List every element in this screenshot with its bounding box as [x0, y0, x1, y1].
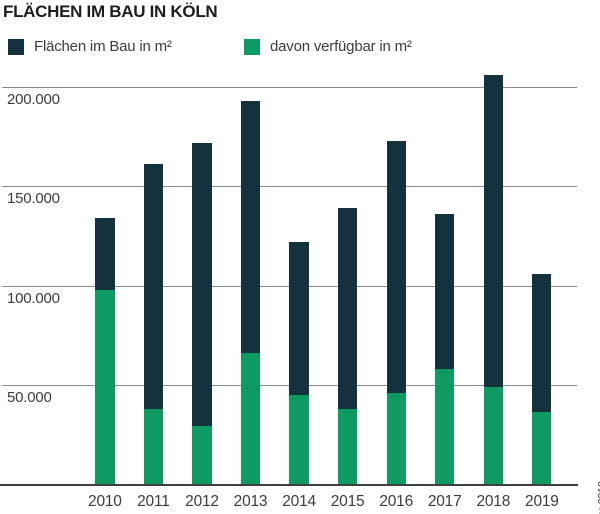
- bar-available-segment-2011: [143, 408, 164, 484]
- bar-2016: [386, 140, 406, 484]
- bar-available-segment-2012: [192, 426, 212, 484]
- gridline-200.000: [2, 87, 577, 88]
- x-axis-label-2014: 2014: [282, 493, 316, 510]
- legend: Flächen im Bau in m² davon verfügbar in …: [8, 38, 568, 56]
- copyright-credit: © BNP Paribas Real Estate GmbH, 31. Deze…: [596, 481, 600, 514]
- bar-total-segment-2011: [143, 164, 164, 484]
- bar-2017: [435, 214, 455, 484]
- bar-total-segment-2018: [483, 75, 503, 484]
- bar-2019: [532, 273, 552, 484]
- legend-swatch-dark-icon: [8, 38, 24, 55]
- x-axis-line: [0, 484, 578, 486]
- x-axis-label-2016: 2016: [379, 493, 414, 510]
- bar-available-segment-2013: [240, 352, 261, 484]
- bar-2018: [483, 75, 503, 484]
- x-axis-label-2012: 2012: [185, 493, 219, 510]
- y-axis-tick-label: 200.000: [7, 91, 60, 108]
- x-axis-label-2011: 2011: [137, 493, 170, 510]
- bar-2014: [289, 241, 309, 484]
- bar-2012: [192, 142, 212, 484]
- x-axis-label-2019: 2019: [525, 493, 559, 510]
- bar-available-segment-2010: [95, 289, 115, 484]
- bar-2010: [95, 218, 115, 484]
- bar-2015: [337, 208, 358, 484]
- legend-label: Flächen im Bau in m²: [34, 38, 172, 55]
- gridline-150.000: [2, 186, 577, 188]
- bar-available-segment-2017: [435, 368, 455, 484]
- bar-2011: [143, 164, 164, 484]
- bar-available-segment-2019: [532, 412, 552, 484]
- bar-available-segment-2014: [289, 394, 309, 484]
- bar-total-segment-2012: [192, 142, 212, 484]
- legend-item-flaechen-im-bau: Flächen im Bau in m²: [8, 38, 172, 55]
- y-axis-tick-label: 150.000: [7, 190, 60, 208]
- bar-available-segment-2015: [337, 408, 358, 484]
- x-axis-label-2017: 2017: [427, 493, 462, 510]
- x-axis-label-2013: 2013: [233, 493, 268, 510]
- legend-swatch-green-icon: [244, 38, 260, 55]
- bar-available-segment-2018: [483, 386, 503, 484]
- legend-item-davon-verfuegbar: davon verfügbar in m²: [244, 38, 412, 55]
- bar-available-segment-2016: [386, 392, 406, 484]
- x-axis-label-2018: 2018: [476, 493, 511, 510]
- x-axis-label-2015: 2015: [330, 493, 365, 510]
- legend-label: davon verfügbar in m²: [270, 38, 412, 55]
- chart-title: FLÄCHEN IM BAU IN KÖLN: [3, 2, 218, 21]
- y-axis-tick-label: 50.000: [7, 388, 52, 406]
- x-axis-label-2010: 2010: [88, 493, 122, 510]
- y-axis-tick-label: 100.000: [7, 289, 60, 307]
- bar-2013: [240, 100, 261, 484]
